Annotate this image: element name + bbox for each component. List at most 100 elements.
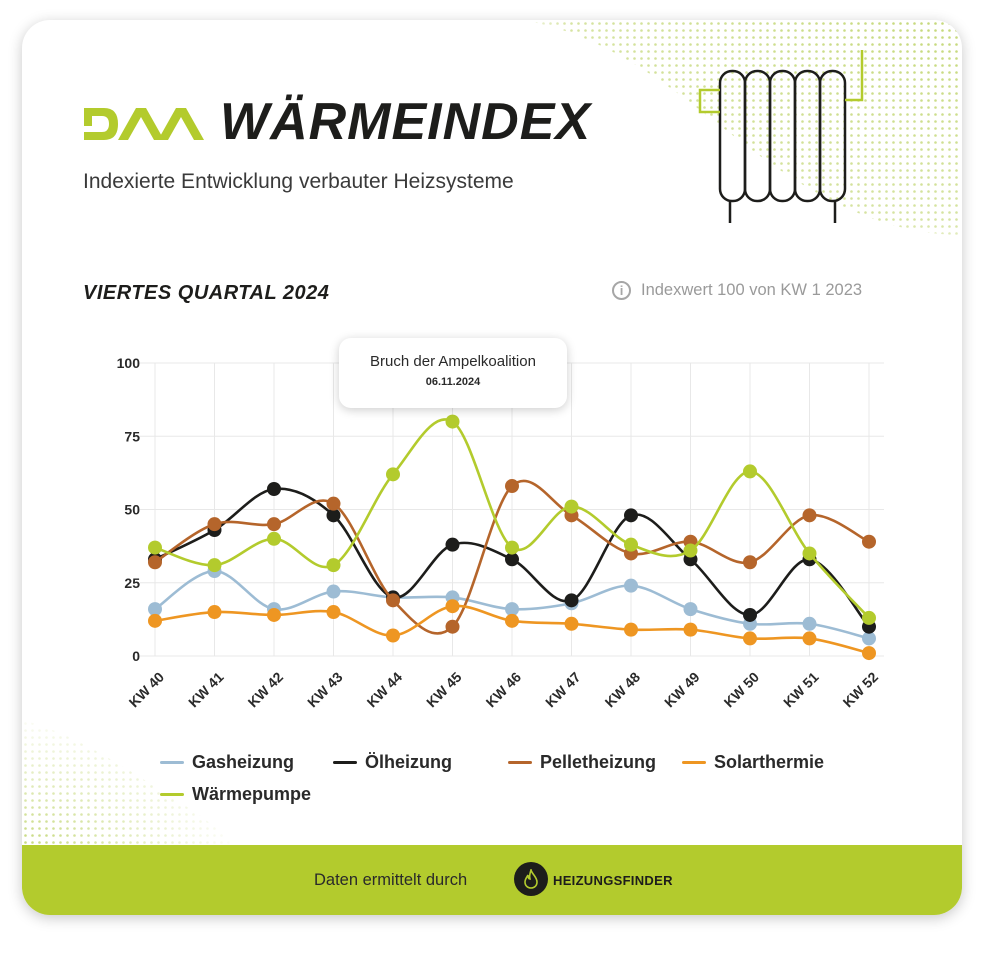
legend-item-oelheizung: Ölheizung bbox=[333, 752, 452, 773]
x-tick-label: KW 51 bbox=[780, 669, 822, 711]
data-point-wärmepumpe bbox=[326, 558, 341, 573]
index-note-text: Indexwert 100 von KW 1 2023 bbox=[641, 281, 863, 299]
data-point-solarthermie bbox=[862, 646, 876, 661]
footer-bar: Daten ermittelt durch HEIZUNGSFINDER bbox=[22, 845, 962, 915]
data-point-wärmepumpe bbox=[386, 467, 400, 482]
halftone-decoration bbox=[22, 20, 962, 850]
index-note: i Indexwert 100 von KW 1 2023 bbox=[612, 281, 862, 300]
section-heading: VIERTES QUARTAL 2024 bbox=[83, 282, 330, 304]
y-tick-label: 75 bbox=[124, 428, 140, 444]
radiator-icon bbox=[698, 50, 864, 223]
data-point-gasheizung bbox=[624, 578, 638, 593]
daa-logo bbox=[84, 108, 204, 140]
y-tick-label: 100 bbox=[117, 355, 141, 371]
data-point-gasheizung bbox=[326, 584, 341, 599]
data-point-pelletheizung bbox=[862, 534, 876, 549]
data-point-wärmepumpe bbox=[267, 531, 281, 546]
legend-item-waermepumpe: Wärmepumpe bbox=[160, 784, 311, 805]
data-point-solarthermie bbox=[148, 613, 162, 628]
data-point-gasheizung bbox=[862, 631, 876, 646]
annotation-title: Bruch der Ampelkoalition bbox=[370, 353, 536, 370]
data-point-wärmepumpe bbox=[743, 464, 757, 479]
data-point-pelletheizung bbox=[743, 555, 757, 570]
data-point-pelletheizung bbox=[148, 555, 162, 570]
data-point-pelletheizung bbox=[207, 517, 222, 532]
x-tick-label: KW 42 bbox=[245, 669, 287, 711]
data-point-wärmepumpe bbox=[505, 540, 519, 555]
x-tick-label: KW 52 bbox=[840, 669, 882, 711]
data-point-pelletheizung bbox=[267, 517, 281, 532]
x-tick-label: KW 49 bbox=[661, 669, 703, 711]
x-tick-label: KW 44 bbox=[364, 669, 406, 711]
legend-label: Pelletheizung bbox=[540, 752, 657, 772]
page-subtitle: Indexierte Entwicklung verbauter Heizsys… bbox=[83, 170, 514, 193]
data-point-solarthermie bbox=[564, 616, 579, 631]
data-point-gasheizung bbox=[683, 602, 698, 617]
legend-item-gasheizung: Gasheizung bbox=[160, 752, 294, 773]
data-point-ölheizung bbox=[624, 508, 638, 523]
y-tick-label: 0 bbox=[132, 648, 140, 664]
legend-swatch bbox=[160, 761, 184, 764]
data-point-wärmepumpe bbox=[564, 499, 579, 514]
x-tick-label: KW 41 bbox=[185, 669, 227, 711]
data-point-solarthermie bbox=[445, 599, 460, 614]
data-point-solarthermie bbox=[802, 631, 817, 646]
data-point-solarthermie bbox=[743, 631, 757, 646]
data-point-ölheizung bbox=[505, 552, 519, 567]
data-point-wärmepumpe bbox=[802, 546, 817, 561]
annotation-date: 06.11.2024 bbox=[425, 376, 481, 388]
infographic-card: WÄRMEINDEX Indexierte Entwicklung verbau… bbox=[22, 20, 962, 915]
data-point-pelletheizung bbox=[386, 593, 400, 608]
x-tick-label: KW 50 bbox=[721, 669, 763, 711]
data-point-wärmepumpe bbox=[862, 610, 876, 625]
data-point-solarthermie bbox=[386, 628, 400, 643]
data-point-wärmepumpe bbox=[624, 537, 638, 552]
legend-label: Ölheizung bbox=[365, 752, 452, 772]
event-annotation-tooltip: Bruch der Ampelkoalition 06.11.2024 bbox=[339, 338, 567, 408]
footer-text: Daten ermittelt durch bbox=[314, 871, 468, 889]
legend-swatch bbox=[160, 793, 184, 796]
data-point-wärmepumpe bbox=[683, 543, 698, 558]
legend-swatch bbox=[333, 761, 357, 764]
x-tick-label: KW 48 bbox=[602, 669, 644, 711]
data-point-solarthermie bbox=[505, 613, 519, 628]
x-tick-label: KW 47 bbox=[542, 669, 584, 711]
info-icon: i bbox=[612, 281, 631, 300]
data-point-solarthermie bbox=[267, 607, 281, 622]
data-point-solarthermie bbox=[683, 622, 698, 637]
legend-swatch bbox=[508, 761, 532, 764]
y-tick-label: 50 bbox=[124, 502, 140, 518]
data-point-wärmepumpe bbox=[207, 558, 222, 573]
data-point-solarthermie bbox=[624, 622, 638, 637]
data-point-pelletheizung bbox=[445, 619, 460, 634]
partner-name: HEIZUNGSFINDER bbox=[553, 873, 673, 888]
legend-item-pelletheizung: Pelletheizung bbox=[508, 752, 656, 773]
x-tick-label: KW 40 bbox=[126, 669, 168, 711]
data-point-pelletheizung bbox=[802, 508, 817, 523]
data-point-solarthermie bbox=[326, 605, 341, 620]
data-point-ölheizung bbox=[743, 607, 757, 622]
legend-label: Solarthermie bbox=[714, 752, 825, 772]
line-chart: 0 25 50 75 100 KW 40 KW 41 KW 42 KW 43 KW 44 KW 45… bbox=[117, 355, 884, 711]
data-point-wärmepumpe bbox=[445, 414, 460, 429]
legend-swatch bbox=[682, 761, 706, 764]
data-point-ölheizung bbox=[564, 593, 579, 608]
data-point-gasheizung bbox=[148, 602, 162, 617]
y-tick-label: 25 bbox=[124, 575, 140, 591]
page-title: WÄRMEINDEX bbox=[220, 93, 592, 151]
legend-label: Gasheizung bbox=[192, 752, 295, 772]
x-tick-label: KW 45 bbox=[423, 669, 465, 711]
data-point-solarthermie bbox=[207, 605, 222, 620]
data-point-wärmepumpe bbox=[148, 540, 162, 555]
legend-label: Wärmepumpe bbox=[192, 784, 312, 804]
data-point-pelletheizung bbox=[505, 479, 519, 494]
data-point-ölheizung bbox=[267, 481, 281, 496]
legend-item-solarthermie: Solarthermie bbox=[682, 752, 824, 773]
x-tick-label: KW 43 bbox=[304, 669, 346, 711]
data-point-gasheizung bbox=[802, 616, 817, 631]
data-point-ölheizung bbox=[445, 537, 460, 552]
x-tick-label: KW 46 bbox=[483, 669, 525, 711]
data-point-ölheizung bbox=[326, 508, 341, 523]
data-point-gasheizung bbox=[505, 602, 519, 617]
data-point-pelletheizung bbox=[326, 496, 341, 511]
